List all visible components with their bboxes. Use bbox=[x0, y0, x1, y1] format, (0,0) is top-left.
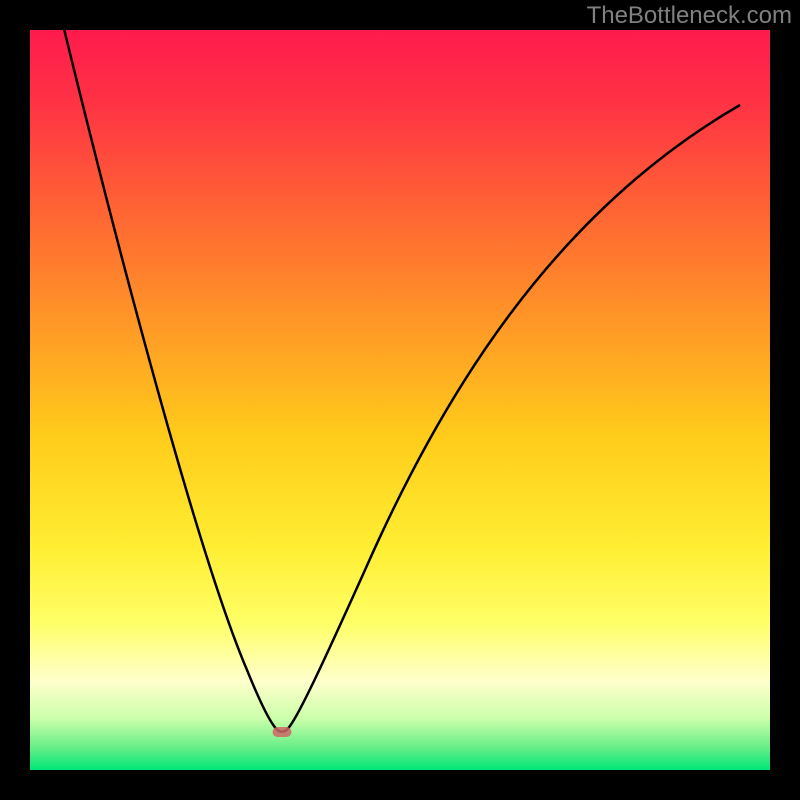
plot-background bbox=[30, 30, 770, 770]
chart-container: TheBottleneck.com bbox=[0, 0, 800, 800]
watermark-text: TheBottleneck.com bbox=[587, 2, 792, 30]
minimum-marker bbox=[273, 727, 292, 737]
bottleneck-chart bbox=[0, 0, 800, 800]
